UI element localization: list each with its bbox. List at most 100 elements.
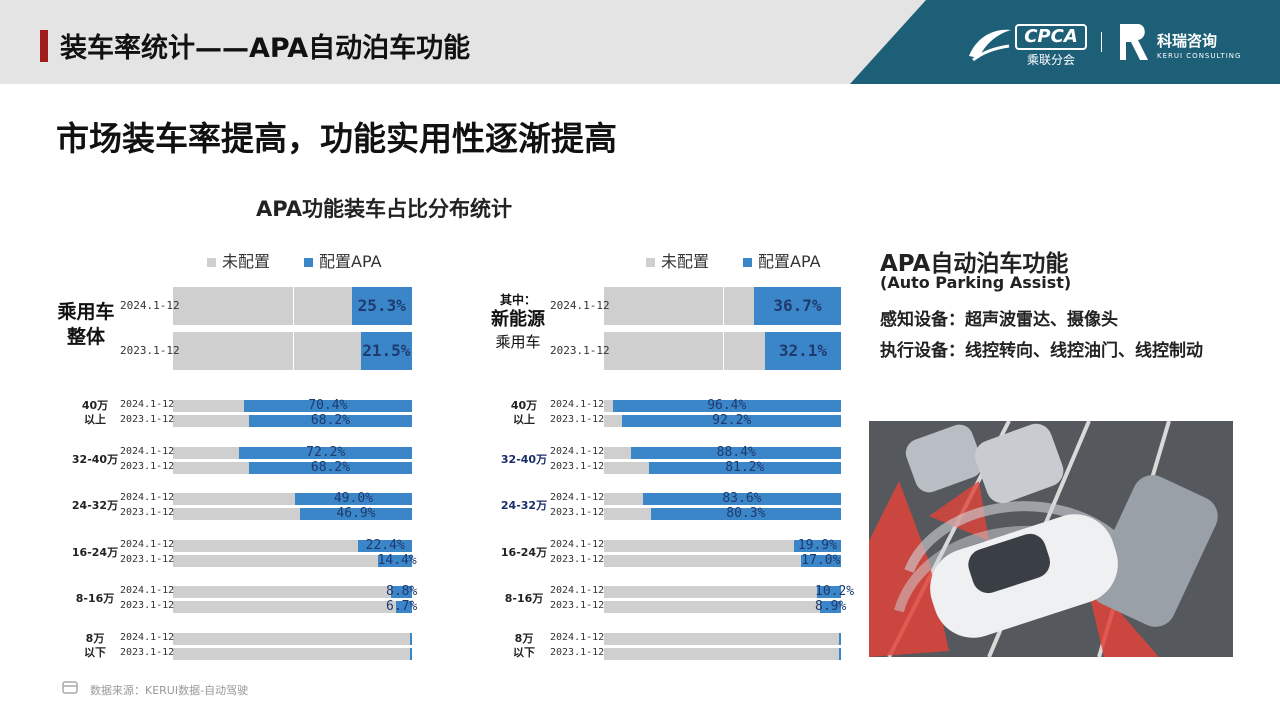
overall-bar-configured xyxy=(764,332,841,370)
overall-grid-line xyxy=(292,287,294,325)
category-bar-configured xyxy=(839,632,841,645)
category-bar-label: 17.0% xyxy=(801,552,841,568)
legend-item-not-configured: 未配置 xyxy=(207,252,270,271)
legend-label-configured: 配置APA xyxy=(319,252,382,271)
category-year-label: 2024.1-12 xyxy=(120,538,175,550)
category-year-label: 2023.1-12 xyxy=(550,646,605,658)
info-subtitle: (Auto Parking Assist) xyxy=(880,273,1072,292)
category-year-label: 2023.1-12 xyxy=(120,646,175,658)
category-label: 8-16万 xyxy=(55,592,135,606)
category-year-label: 2023.1-12 xyxy=(550,507,605,518)
overall-grid-line xyxy=(292,332,294,370)
category-bar-not-configured xyxy=(604,539,841,552)
legend-item-not-configured: 未配置 xyxy=(646,252,709,271)
category-bar-not-configured xyxy=(604,554,841,567)
category-bar-not-configured xyxy=(173,539,412,552)
overall-year-label: 2024.1-12 xyxy=(550,299,610,312)
group-title-line: 乘用车 xyxy=(495,333,541,351)
chart-title: APA功能装车占比分布统计 xyxy=(256,197,512,221)
overall-year-label: 2023.1-12 xyxy=(550,344,610,357)
category-bar-configured xyxy=(299,508,412,520)
header-accent-bar xyxy=(40,30,48,62)
overall-bar-label: 36.7% xyxy=(773,296,822,315)
cpca-logo-subtitle: 乘联分会 xyxy=(1026,53,1075,67)
category-label: 16-24万 xyxy=(484,546,564,560)
category-year-label: 2024.1-12 xyxy=(550,585,605,596)
overall-bar-configured xyxy=(360,332,412,370)
category-label: 16-24万 xyxy=(55,546,135,560)
group-title-line: 其中： xyxy=(499,293,536,307)
category-label-line: 以下 xyxy=(513,645,535,659)
category-bar-configured xyxy=(648,461,841,474)
header-bar xyxy=(0,0,1280,84)
category-label-line: 8-16万 xyxy=(504,592,544,605)
category-year-label: 2023.1-12 xyxy=(550,414,605,425)
category-year-label: 2024.1-12 xyxy=(550,445,605,457)
category-bar-label: 72.2% xyxy=(306,444,346,460)
legend-label-not-configured: 未配置 xyxy=(222,252,271,271)
category-bar-label: 8.8% xyxy=(386,584,418,599)
category-bar-configured xyxy=(395,601,412,613)
info-title: APA自动泊车功能 xyxy=(880,251,1069,277)
category-bar-configured xyxy=(819,601,841,613)
category-bar-configured xyxy=(650,508,841,520)
legend-item-configured: 配置APA xyxy=(743,252,821,271)
category-bar-configured xyxy=(243,400,412,412)
chart-legend: 未配置 配置APA xyxy=(646,248,855,272)
category-year-label: 2024.1-12 xyxy=(120,399,175,410)
category-bar-not-configured xyxy=(173,647,412,660)
category-year-label: 2023.1-12 xyxy=(550,460,605,472)
category-bar-not-configured xyxy=(604,647,841,660)
legend-swatch-not-configured xyxy=(646,258,655,267)
category-label: 40万 以上 xyxy=(55,399,135,427)
category-bar-not-configured xyxy=(604,586,841,598)
category-bar-not-configured xyxy=(173,586,412,598)
category-label-line: 以上 xyxy=(84,413,106,426)
category-bar-configured xyxy=(239,446,412,459)
header-title: 装车率统计——APA自动泊车功能 xyxy=(60,33,471,64)
group-title-line: 乘用车 xyxy=(57,301,115,323)
category-label-line: 8万 xyxy=(514,631,534,645)
category-label-line: 16-24万 xyxy=(71,545,119,559)
info-sensing-devices: 感知设备：超声波雷达、摄像头 xyxy=(880,310,1118,330)
category-label-line: 以上 xyxy=(513,413,535,426)
data-source: 数据来源：KERUI数据-自动驾驶 xyxy=(90,684,249,697)
legend-swatch-configured xyxy=(743,258,753,267)
legend-label-not-configured: 未配置 xyxy=(661,252,710,271)
category-bar-configured xyxy=(622,415,841,427)
overall-grid-line xyxy=(722,332,724,370)
group-title: 乘用车 整体 xyxy=(46,300,126,350)
category-bar-configured xyxy=(793,539,841,552)
kerui-logo-icon xyxy=(1120,24,1148,60)
category-bar-label: 19.9% xyxy=(797,537,837,553)
category-bar-label: 83.6% xyxy=(722,491,762,506)
category-label-line: 40万 xyxy=(81,399,109,412)
category-label: 8万 以下 xyxy=(55,632,135,660)
category-label-line: 32-40万 xyxy=(71,452,119,466)
category-bar-configured xyxy=(642,493,841,505)
category-bar-configured xyxy=(839,647,841,660)
category-label: 8万 以下 xyxy=(484,632,564,660)
category-label: 8-16万 xyxy=(484,592,564,606)
category-year-label: 2024.1-12 xyxy=(550,538,605,550)
legend-label-configured: 配置APA xyxy=(758,252,821,271)
overall-year-label: 2023.1-12 xyxy=(120,344,180,357)
source-icon xyxy=(62,681,78,694)
group-title: 其中： 新能源 乘用车 xyxy=(478,292,558,352)
category-bar-not-configured xyxy=(173,632,412,645)
category-year-label: 2024.1-12 xyxy=(120,492,175,503)
kerui-logo-english: KERUI CONSULTING xyxy=(1157,52,1242,60)
category-bar-label: 96.4% xyxy=(707,398,747,413)
category-bar-label: 70.4% xyxy=(308,398,348,413)
cpca-logo: CPCA xyxy=(1015,24,1087,50)
category-bar-configured xyxy=(358,539,412,552)
category-bar-configured xyxy=(249,461,412,474)
category-bar-label: 68.2% xyxy=(310,459,351,475)
category-bar-label: 10.2% xyxy=(815,584,855,599)
category-bar-configured xyxy=(800,554,841,567)
category-label: 24-32万 xyxy=(55,499,135,513)
category-bar-configured xyxy=(377,554,412,567)
overall-bar-label: 21.5% xyxy=(362,341,411,360)
category-bar-label: 88.4% xyxy=(716,444,756,460)
category-bar-configured xyxy=(390,586,412,598)
